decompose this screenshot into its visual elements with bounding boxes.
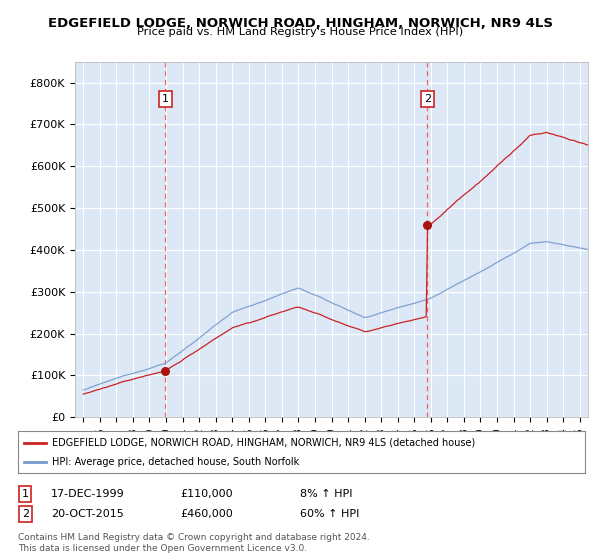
Text: £460,000: £460,000 (180, 509, 233, 519)
Text: 8% ↑ HPI: 8% ↑ HPI (300, 489, 353, 499)
Text: HPI: Average price, detached house, South Norfolk: HPI: Average price, detached house, Sout… (52, 457, 299, 467)
Text: EDGEFIELD LODGE, NORWICH ROAD, HINGHAM, NORWICH, NR9 4LS (detached house): EDGEFIELD LODGE, NORWICH ROAD, HINGHAM, … (52, 437, 475, 447)
Text: 60% ↑ HPI: 60% ↑ HPI (300, 509, 359, 519)
Text: Price paid vs. HM Land Registry's House Price Index (HPI): Price paid vs. HM Land Registry's House … (137, 27, 463, 37)
Text: 20-OCT-2015: 20-OCT-2015 (51, 509, 124, 519)
Text: Contains HM Land Registry data © Crown copyright and database right 2024.
This d: Contains HM Land Registry data © Crown c… (18, 534, 370, 553)
Text: £110,000: £110,000 (180, 489, 233, 499)
Text: EDGEFIELD LODGE, NORWICH ROAD, HINGHAM, NORWICH, NR9 4LS: EDGEFIELD LODGE, NORWICH ROAD, HINGHAM, … (47, 17, 553, 30)
Text: 2: 2 (22, 509, 29, 519)
Text: 1: 1 (22, 489, 29, 499)
Point (422, 220, 432, 229)
Text: 17-DEC-1999: 17-DEC-1999 (51, 489, 125, 499)
Text: 1: 1 (162, 94, 169, 104)
Point (161, 367, 170, 376)
Text: 2: 2 (424, 94, 431, 104)
